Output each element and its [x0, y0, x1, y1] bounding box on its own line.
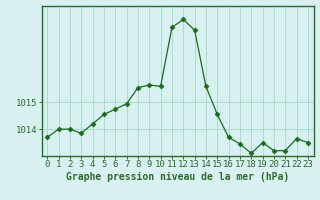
X-axis label: Graphe pression niveau de la mer (hPa): Graphe pression niveau de la mer (hPa)	[66, 172, 289, 182]
